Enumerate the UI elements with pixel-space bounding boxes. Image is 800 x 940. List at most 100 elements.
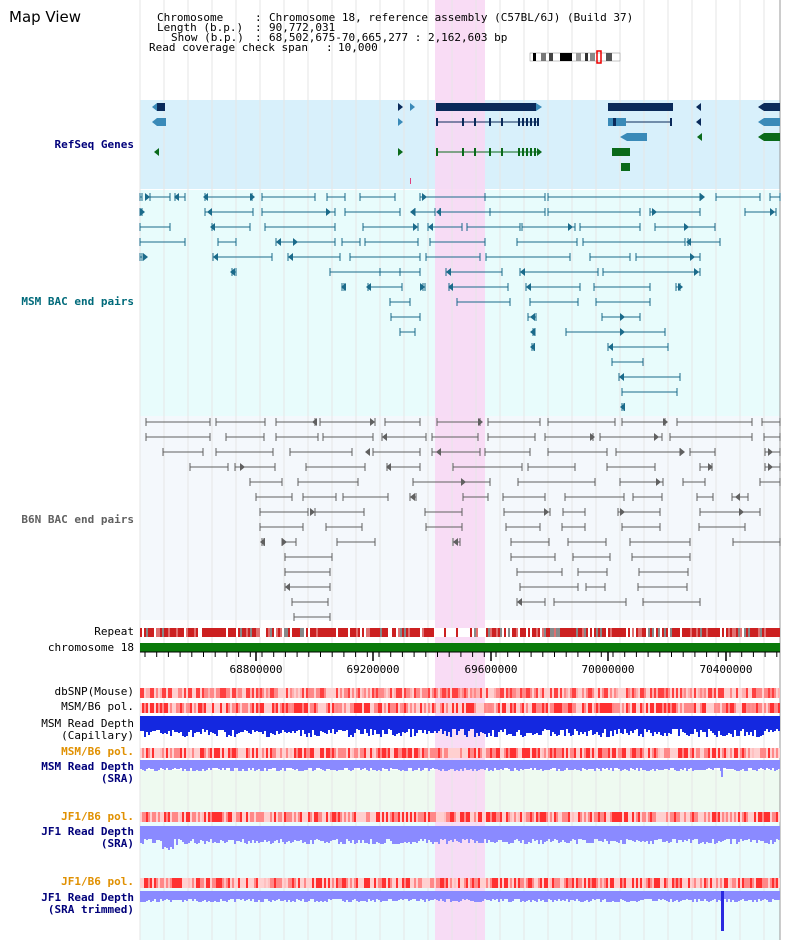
heat-track-cell (556, 812, 558, 822)
depth-bar (610, 826, 612, 841)
repeat-feature (776, 628, 778, 637)
heat-track-cell (222, 812, 224, 822)
coverage-label: Read coverage check span (149, 41, 308, 54)
depth-bar (676, 891, 678, 900)
depth-bar (606, 891, 608, 902)
msm-bac-arrow (520, 268, 525, 276)
depth-bar (368, 826, 370, 844)
depth-bar (624, 760, 626, 769)
depth-bar (556, 716, 558, 736)
repeat-feature (244, 628, 246, 637)
depth-bar (180, 891, 182, 900)
repeat-feature (194, 628, 196, 637)
heat-track-cell (144, 703, 146, 713)
heat-track-cell (154, 748, 156, 758)
track-label-repeat[interactable]: Repeat (94, 625, 134, 638)
repeat-feature (608, 628, 610, 637)
depth-bar (690, 891, 692, 900)
depth-bar (216, 716, 218, 736)
msm-bac-arrow (420, 283, 425, 291)
heat-track-cell (298, 748, 300, 758)
depth-bar (590, 760, 592, 769)
heat-track-cell (282, 688, 284, 698)
heat-track-cell (154, 878, 156, 888)
depth-bar (302, 716, 304, 730)
depth-bar (210, 716, 212, 732)
track-label-jf1-b6-pol-2[interactable]: JF1/B6 pol. (61, 875, 134, 888)
depth-bar (634, 826, 636, 842)
depth-bar (264, 826, 266, 840)
heat-track-cell (266, 688, 268, 698)
repeat-feature (370, 628, 372, 637)
heat-track-cell (320, 748, 322, 758)
depth-bar (628, 760, 630, 771)
depth-bar (454, 716, 456, 729)
heat-track-cell (390, 812, 392, 822)
track-label-jf1-b6-pol-1[interactable]: JF1/B6 pol. (61, 810, 134, 823)
track-label-dbsnp[interactable]: dbSNP(Mouse) (54, 685, 134, 698)
heat-track-cell (734, 812, 736, 822)
depth-bar (510, 891, 512, 902)
track-label-msm-depth-sra-1[interactable]: MSM Read Depth (41, 760, 134, 773)
heat-track-cell (498, 748, 500, 758)
depth-bar (552, 760, 554, 768)
track-label-msm-depth-capillary-1[interactable]: MSM Read Depth (41, 717, 134, 730)
heat-track-cell (678, 748, 680, 758)
depth-bar (156, 891, 158, 902)
depth-bar (446, 891, 448, 899)
heat-track-cell (376, 748, 378, 758)
heat-track-cell (156, 878, 158, 888)
heat-track-cell (620, 812, 622, 822)
heat-track-cell (304, 748, 306, 758)
heat-track-cell (716, 812, 718, 822)
heat-track-cell (422, 748, 424, 758)
heat-track-cell (352, 878, 354, 888)
depth-bar (452, 760, 454, 769)
heat-track-cell (308, 878, 310, 888)
depth-bar (294, 716, 296, 733)
heat-track-cell (486, 748, 488, 758)
depth-bar (576, 760, 578, 770)
depth-bar (694, 716, 696, 729)
repeat-feature (700, 628, 702, 637)
depth-bar (404, 760, 406, 771)
track-label-jf1-depth-trimmed-1[interactable]: JF1 Read Depth (41, 891, 134, 904)
heat-track-cell (680, 812, 682, 822)
depth-bar (670, 760, 672, 768)
depth-bar (348, 760, 350, 770)
track-label-chromosome[interactable]: chromosome 18 (47, 641, 134, 654)
heat-track-cell (572, 688, 574, 698)
track-label-msm-b6-pol-2[interactable]: MSM/B6 pol. (61, 745, 134, 758)
heat-track-cell (144, 748, 146, 758)
depth-bar (696, 716, 698, 732)
heat-track-cell (146, 703, 148, 713)
heat-track-cell (418, 688, 420, 698)
track-label-msm-bac[interactable]: MSM BAC end pairs (21, 295, 134, 308)
heat-track-cell (350, 878, 352, 888)
heat-track-cell (776, 812, 778, 822)
heat-track-cell (614, 748, 616, 758)
depth-bar (230, 826, 232, 840)
depth-bar (680, 891, 682, 901)
track-label-refseq[interactable]: RefSeq Genes (54, 138, 134, 151)
depth-bar (598, 760, 600, 769)
depth-bar (544, 891, 546, 902)
track-label-b6n-bac[interactable]: B6N BAC end pairs (21, 513, 134, 526)
track-label-jf1-depth-1[interactable]: JF1 Read Depth (41, 825, 134, 838)
depth-bar (146, 760, 148, 769)
depth-bar (370, 891, 372, 901)
depth-bar (302, 891, 304, 899)
depth-bar (672, 826, 674, 839)
track-label-msm-b6-pol-1[interactable]: MSM/B6 pol. (61, 700, 134, 713)
heat-track-cell (618, 812, 620, 822)
depth-bar (502, 826, 504, 842)
heat-track-cell (142, 703, 144, 713)
depth-bar (448, 891, 450, 899)
heat-track-cell (520, 812, 522, 822)
depth-bar (280, 760, 282, 770)
heat-track-cell (196, 688, 198, 698)
heat-track-cell (518, 703, 520, 713)
depth-bar (526, 716, 528, 733)
heat-track-cell (474, 878, 476, 888)
heat-track-cell (560, 812, 562, 822)
